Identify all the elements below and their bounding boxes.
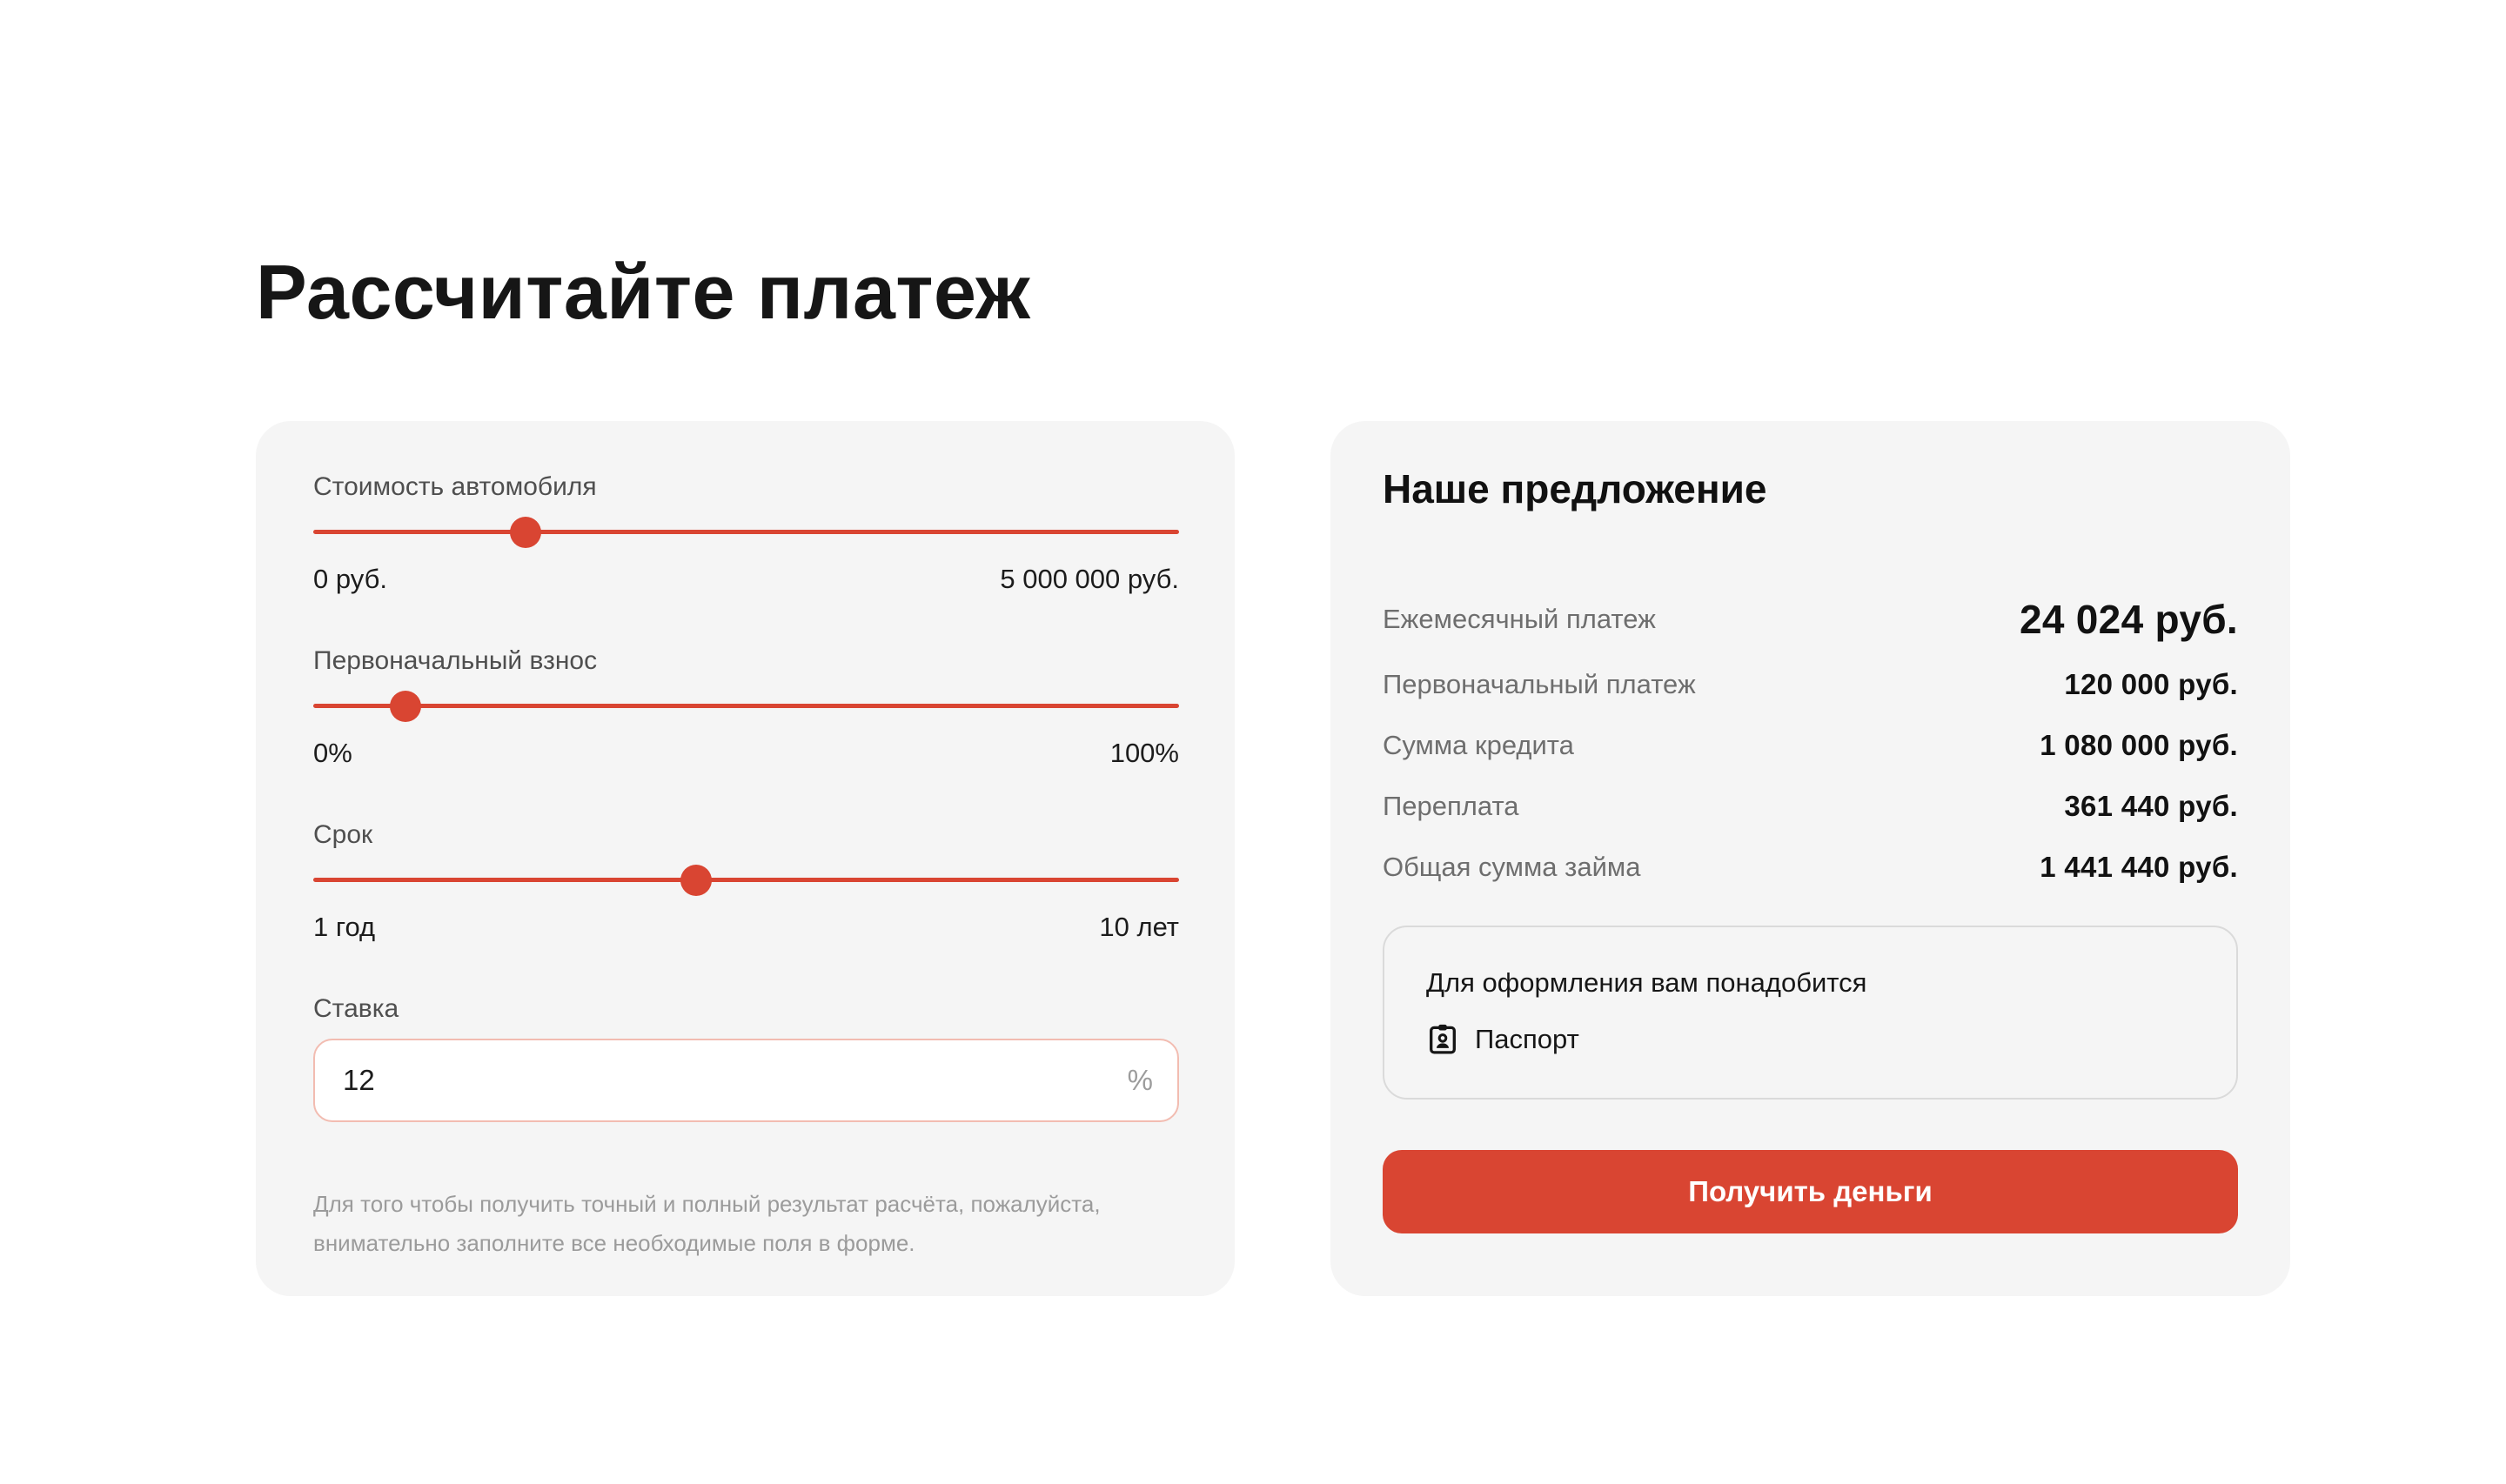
car-cost-label: Стоимость автомобиля bbox=[313, 472, 597, 501]
term-slider-thumb[interactable] bbox=[680, 865, 712, 896]
term-label: Срок bbox=[313, 820, 373, 849]
down-payment-range: 0% 100% bbox=[313, 738, 1179, 769]
requirements-box: Для оформления вам понадобится Паспорт bbox=[1383, 926, 2238, 1100]
car-cost-max-label: 5 000 000 руб. bbox=[1000, 564, 1179, 594]
requirement-item-label: Паспорт bbox=[1475, 1024, 1579, 1054]
term-slider[interactable] bbox=[313, 865, 1179, 896]
rate-label: Ставка bbox=[313, 994, 399, 1023]
page-title: Рассчитайте платеж bbox=[256, 249, 1031, 335]
down-payment-min-label: 0% bbox=[313, 738, 352, 768]
offer-row-credit-sum: Сумма кредита 1 080 000 руб. bbox=[1383, 715, 2238, 776]
offer-row-value: 1 441 440 руб. bbox=[2040, 851, 2238, 883]
requirements-title: Для оформления вам понадобится bbox=[1426, 967, 1867, 998]
calculator-card: Стоимость автомобиля 0 руб. 5 000 000 ру… bbox=[256, 421, 1235, 1296]
term-group: Срок 1 год 10 лет bbox=[313, 819, 1179, 943]
car-cost-min-label: 0 руб. bbox=[313, 564, 387, 594]
offer-row-label: Переплата bbox=[1383, 791, 1519, 821]
id-badge-icon bbox=[1430, 1024, 1456, 1054]
requirement-item-passport: Паспорт bbox=[1426, 1023, 2194, 1056]
rate-field-wrap: % bbox=[313, 1039, 1179, 1122]
offer-row-overpayment: Переплата 361 440 руб. bbox=[1383, 776, 2238, 837]
car-cost-slider[interactable] bbox=[313, 517, 1179, 548]
term-max-label: 10 лет bbox=[1099, 912, 1179, 942]
get-money-button[interactable]: Получить деньги bbox=[1383, 1150, 2238, 1233]
car-cost-group: Стоимость автомобиля 0 руб. 5 000 000 ру… bbox=[313, 471, 1179, 595]
car-cost-range: 0 руб. 5 000 000 руб. bbox=[313, 564, 1179, 595]
offer-row-label: Ежемесячный платеж bbox=[1383, 604, 1656, 634]
term-min-label: 1 год bbox=[313, 912, 376, 942]
down-payment-slider-track[interactable] bbox=[313, 704, 1179, 708]
offer-row-value: 1 080 000 руб. bbox=[2040, 729, 2238, 761]
down-payment-max-label: 100% bbox=[1109, 738, 1179, 768]
rate-percent-suffix: % bbox=[1127, 1064, 1153, 1096]
offer-row-monthly: Ежемесячный платеж 24 024 руб. bbox=[1383, 585, 2238, 654]
offer-row-label: Первоначальный платеж bbox=[1383, 669, 1696, 699]
down-payment-slider[interactable] bbox=[313, 691, 1179, 722]
offer-card: Наше предложение Ежемесячный платеж 24 0… bbox=[1330, 421, 2290, 1296]
calculator-note: Для того чтобы получить точный и полный … bbox=[313, 1191, 1101, 1256]
offer-title: Наше предложение bbox=[1383, 466, 1767, 511]
offer-row-initial: Первоначальный платеж 120 000 руб. bbox=[1383, 654, 2238, 715]
offer-row-value: 24 024 руб. bbox=[2019, 597, 2238, 642]
term-slider-track[interactable] bbox=[313, 878, 1179, 882]
term-range: 1 год 10 лет bbox=[313, 912, 1179, 943]
offer-row-total: Общая сумма займа 1 441 440 руб. bbox=[1383, 837, 2238, 898]
car-cost-slider-track[interactable] bbox=[313, 530, 1179, 534]
car-cost-slider-thumb[interactable] bbox=[509, 517, 541, 548]
down-payment-slider-thumb[interactable] bbox=[390, 691, 422, 722]
offer-rows: Ежемесячный платеж 24 024 руб. Первонача… bbox=[1383, 585, 2238, 898]
offer-row-label: Сумма кредита bbox=[1383, 730, 1574, 760]
rate-group: Ставка % bbox=[313, 993, 1179, 1122]
rate-input[interactable] bbox=[313, 1039, 1179, 1122]
offer-row-label: Общая сумма займа bbox=[1383, 852, 1641, 882]
cards-row: Стоимость автомобиля 0 руб. 5 000 000 ру… bbox=[256, 421, 2506, 1296]
offer-row-value: 120 000 руб. bbox=[2064, 668, 2238, 700]
offer-row-value: 361 440 руб. bbox=[2064, 790, 2238, 822]
down-payment-label: Первоначальный взнос bbox=[313, 646, 598, 675]
down-payment-group: Первоначальный взнос 0% 100% bbox=[313, 645, 1179, 769]
